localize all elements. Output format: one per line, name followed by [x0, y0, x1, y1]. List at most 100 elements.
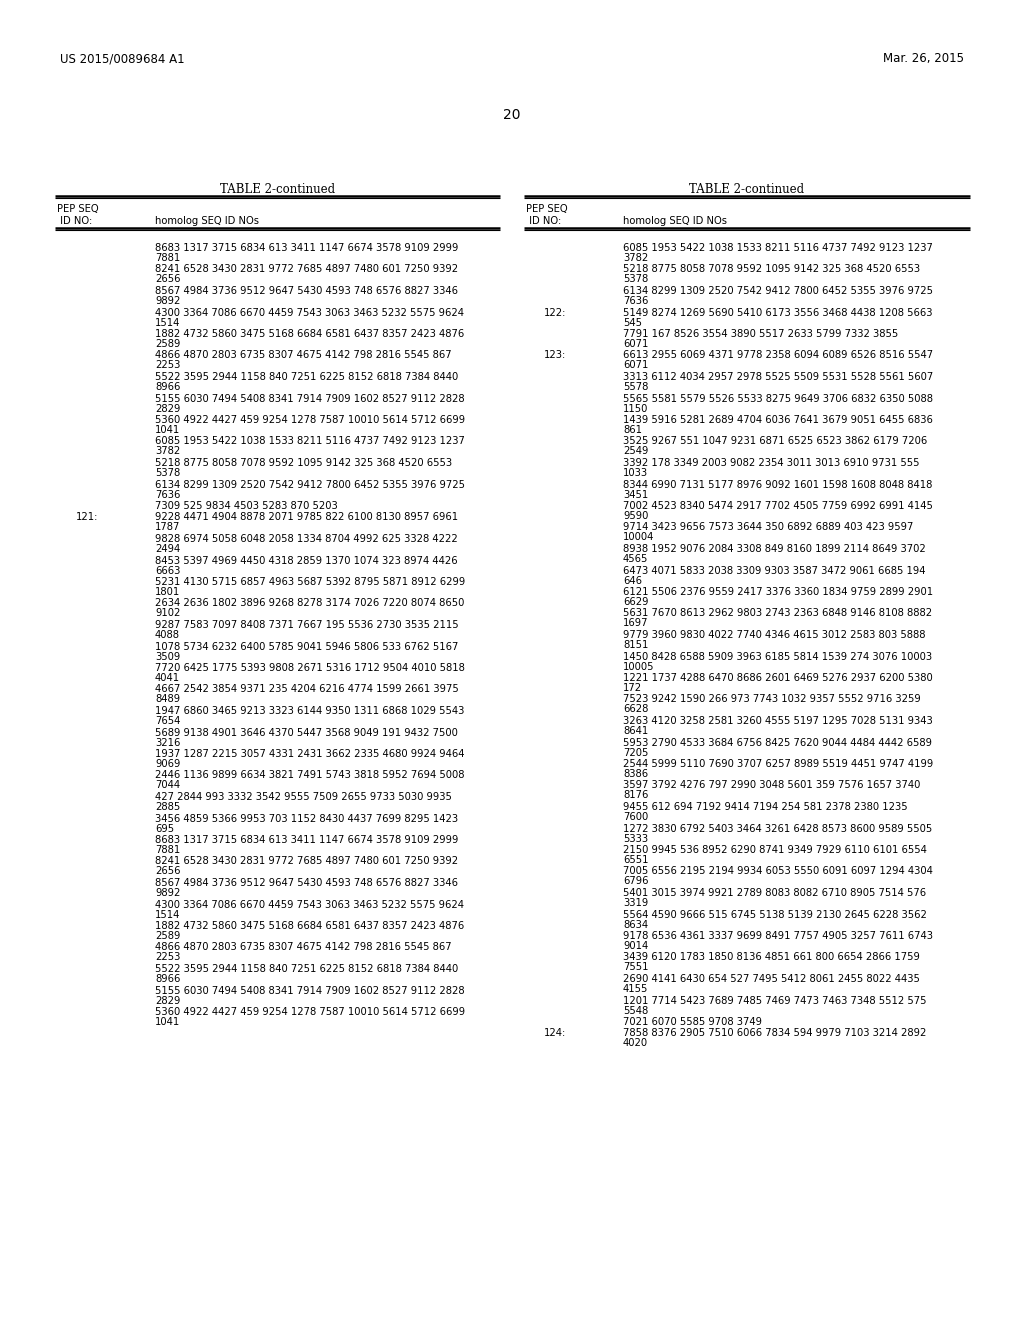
Text: 5401 3015 3974 9921 2789 8083 8082 6710 8905 7514 576: 5401 3015 3974 9921 2789 8083 8082 6710 …	[623, 888, 926, 898]
Text: 5953 2790 4533 3684 6756 8425 7620 9044 4484 4442 6589: 5953 2790 4533 3684 6756 8425 7620 9044 …	[623, 738, 932, 747]
Text: 4866 4870 2803 6735 8307 4675 4142 798 2816 5545 867: 4866 4870 2803 6735 8307 4675 4142 798 2…	[155, 942, 452, 953]
Text: 1078 5734 6232 6400 5785 9041 5946 5806 533 6762 5167: 1078 5734 6232 6400 5785 9041 5946 5806 …	[155, 642, 459, 652]
Text: 8176: 8176	[623, 791, 648, 800]
Text: 3597 3792 4276 797 2990 3048 5601 359 7576 1657 3740: 3597 3792 4276 797 2990 3048 5601 359 75…	[623, 780, 921, 791]
Text: 1697: 1697	[623, 619, 648, 628]
Text: 3525 9267 551 1047 9231 6871 6525 6523 3862 6179 7206: 3525 9267 551 1047 9231 6871 6525 6523 3…	[623, 437, 928, 446]
Text: 6628: 6628	[623, 705, 648, 714]
Text: TABLE 2-continued: TABLE 2-continued	[689, 183, 805, 195]
Text: 7636: 7636	[623, 296, 648, 306]
Text: homolog SEQ ID NOs: homolog SEQ ID NOs	[623, 216, 727, 226]
Text: 4866 4870 2803 6735 8307 4675 4142 798 2816 5545 867: 4866 4870 2803 6735 8307 4675 4142 798 2…	[155, 351, 452, 360]
Text: 6071: 6071	[623, 339, 648, 348]
Text: 1272 3830 6792 5403 3464 3261 6428 8573 8600 9589 5505: 1272 3830 6792 5403 3464 3261 6428 8573 …	[623, 824, 932, 833]
Text: 2829: 2829	[155, 404, 180, 413]
Text: 10005: 10005	[623, 661, 654, 672]
Text: 122:: 122:	[544, 308, 566, 318]
Text: 3216: 3216	[155, 738, 180, 747]
Text: 1150: 1150	[623, 404, 648, 413]
Text: 8567 4984 3736 9512 9647 5430 4593 748 6576 8827 3346: 8567 4984 3736 9512 9647 5430 4593 748 6…	[155, 286, 458, 296]
Text: TABLE 2-continued: TABLE 2-continued	[220, 183, 335, 195]
Text: 7002 4523 8340 5474 2917 7702 4505 7759 6992 6991 4145: 7002 4523 8340 5474 2917 7702 4505 7759 …	[623, 502, 933, 511]
Text: 1882 4732 5860 3475 5168 6684 6581 6437 8357 2423 4876: 1882 4732 5860 3475 5168 6684 6581 6437 …	[155, 921, 464, 931]
Text: 9714 3423 9656 7573 3644 350 6892 6889 403 423 9597: 9714 3423 9656 7573 3644 350 6892 6889 4…	[623, 523, 913, 532]
Text: Mar. 26, 2015: Mar. 26, 2015	[883, 51, 964, 65]
Text: 2494: 2494	[155, 544, 180, 554]
Text: 861: 861	[623, 425, 642, 436]
Text: 9069: 9069	[155, 759, 180, 770]
Text: 7720 6425 1775 5393 9808 2671 5316 1712 9504 4010 5818: 7720 6425 1775 5393 9808 2671 5316 1712 …	[155, 663, 465, 673]
Text: 9779 3960 9830 4022 7740 4346 4615 3012 2583 803 5888: 9779 3960 9830 4022 7740 4346 4615 3012 …	[623, 630, 926, 640]
Text: 2656: 2656	[155, 866, 180, 876]
Text: 6134 8299 1309 2520 7542 9412 7800 6452 5355 3976 9725: 6134 8299 1309 2520 7542 9412 7800 6452 …	[623, 286, 933, 296]
Text: 6473 4071 5833 2038 3309 9303 3587 3472 9061 6685 194: 6473 4071 5833 2038 3309 9303 3587 3472 …	[623, 565, 926, 576]
Text: 5155 6030 7494 5408 8341 7914 7909 1602 8527 9112 2828: 5155 6030 7494 5408 8341 7914 7909 1602 …	[155, 986, 465, 995]
Text: 8344 6990 7131 5177 8976 9092 1601 1598 1608 8048 8418: 8344 6990 7131 5177 8976 9092 1601 1598 …	[623, 479, 933, 490]
Text: 7600: 7600	[623, 812, 648, 822]
Text: homolog SEQ ID NOs: homolog SEQ ID NOs	[155, 216, 259, 226]
Text: 9828 6974 5058 6048 2058 1334 8704 4992 625 3328 4222: 9828 6974 5058 6048 2058 1334 8704 4992 …	[155, 535, 458, 544]
Text: 20: 20	[503, 108, 521, 121]
Text: 1801: 1801	[155, 587, 180, 597]
Text: 1937 1287 2215 3057 4331 2431 3662 2335 4680 9924 9464: 1937 1287 2215 3057 4331 2431 3662 2335 …	[155, 748, 465, 759]
Text: 7881: 7881	[155, 845, 180, 855]
Text: 1041: 1041	[155, 1016, 180, 1027]
Text: 8966: 8966	[155, 381, 180, 392]
Text: 695: 695	[155, 824, 174, 833]
Text: 2253: 2253	[155, 953, 180, 962]
Text: 5155 6030 7494 5408 8341 7914 7909 1602 8527 9112 2828: 5155 6030 7494 5408 8341 7914 7909 1602 …	[155, 393, 465, 404]
Text: 8938 1952 9076 2084 3308 849 8160 1899 2114 8649 3702: 8938 1952 9076 2084 3308 849 8160 1899 2…	[623, 544, 926, 554]
Text: 4565: 4565	[623, 554, 648, 564]
Text: 124:: 124:	[544, 1028, 566, 1039]
Text: 1201 7714 5423 7689 7485 7469 7473 7463 7348 5512 575: 1201 7714 5423 7689 7485 7469 7473 7463 …	[623, 995, 927, 1006]
Text: 5360 4922 4427 459 9254 1278 7587 10010 5614 5712 6699: 5360 4922 4427 459 9254 1278 7587 10010 …	[155, 1007, 465, 1016]
Text: 7636: 7636	[155, 490, 180, 499]
Text: 1221 1737 4288 6470 8686 2601 6469 5276 2937 6200 5380: 1221 1737 4288 6470 8686 2601 6469 5276 …	[623, 673, 933, 682]
Text: 6663: 6663	[155, 565, 180, 576]
Text: 5149 8274 1269 5690 5410 6173 3556 3468 4438 1208 5663: 5149 8274 1269 5690 5410 6173 3556 3468 …	[623, 308, 933, 318]
Text: 2150 9945 536 8952 6290 8741 9349 7929 6110 6101 6554: 2150 9945 536 8952 6290 8741 9349 7929 6…	[623, 845, 927, 855]
Text: 5689 9138 4901 3646 4370 5447 3568 9049 191 9432 7500: 5689 9138 4901 3646 4370 5447 3568 9049 …	[155, 727, 458, 738]
Text: 6134 8299 1309 2520 7542 9412 7800 6452 5355 3976 9725: 6134 8299 1309 2520 7542 9412 7800 6452 …	[155, 479, 465, 490]
Text: ID NO:: ID NO:	[57, 216, 92, 226]
Text: 8453 5397 4969 4450 4318 2859 1370 1074 323 8974 4426: 8453 5397 4969 4450 4318 2859 1370 1074 …	[155, 556, 458, 565]
Text: 6796: 6796	[623, 876, 648, 887]
Text: 8683 1317 3715 6834 613 3411 1147 6674 3578 9109 2999: 8683 1317 3715 6834 613 3411 1147 6674 3…	[155, 243, 459, 253]
Text: 8386: 8386	[623, 770, 648, 779]
Text: 2589: 2589	[155, 931, 180, 941]
Text: 1514: 1514	[155, 318, 180, 327]
Text: 2634 2636 1802 3896 9268 8278 3174 7026 7220 8074 8650: 2634 2636 1802 3896 9268 8278 3174 7026 …	[155, 598, 464, 609]
Text: 7791 167 8526 3554 3890 5517 2633 5799 7332 3855: 7791 167 8526 3554 3890 5517 2633 5799 7…	[623, 329, 898, 339]
Text: 8241 6528 3430 2831 9772 7685 4897 7480 601 7250 9392: 8241 6528 3430 2831 9772 7685 4897 7480 …	[155, 264, 458, 275]
Text: PEP SEQ: PEP SEQ	[526, 205, 567, 214]
Text: PEP SEQ: PEP SEQ	[57, 205, 98, 214]
Text: 5231 4130 5715 6857 4963 5687 5392 8795 5871 8912 6299: 5231 4130 5715 6857 4963 5687 5392 8795 …	[155, 577, 465, 587]
Text: 5578: 5578	[623, 381, 648, 392]
Text: US 2015/0089684 A1: US 2015/0089684 A1	[60, 51, 184, 65]
Text: ID NO:: ID NO:	[526, 216, 561, 226]
Text: 8683 1317 3715 6834 613 3411 1147 6674 3578 9109 2999: 8683 1317 3715 6834 613 3411 1147 6674 3…	[155, 836, 459, 845]
Text: 2544 5999 5110 7690 3707 6257 8989 5519 4451 9747 4199: 2544 5999 5110 7690 3707 6257 8989 5519 …	[623, 759, 933, 770]
Text: 9014: 9014	[623, 941, 648, 950]
Text: 8567 4984 3736 9512 9647 5430 4593 748 6576 8827 3346: 8567 4984 3736 9512 9647 5430 4593 748 6…	[155, 878, 458, 888]
Text: 6121 5506 2376 9559 2417 3376 3360 1834 9759 2899 2901: 6121 5506 2376 9559 2417 3376 3360 1834 …	[623, 587, 933, 597]
Text: 9228 4471 4904 8878 2071 9785 822 6100 8130 8957 6961: 9228 4471 4904 8878 2071 9785 822 6100 8…	[155, 512, 458, 523]
Text: 9590: 9590	[623, 511, 648, 521]
Text: 2446 1136 9899 6634 3821 7491 5743 3818 5952 7694 5008: 2446 1136 9899 6634 3821 7491 5743 3818 …	[155, 771, 465, 780]
Text: 3782: 3782	[623, 253, 648, 263]
Text: 3263 4120 3258 2581 3260 4555 5197 1295 7028 5131 9343: 3263 4120 3258 2581 3260 4555 5197 1295 …	[623, 715, 933, 726]
Text: 9892: 9892	[155, 296, 180, 306]
Text: 6613 2955 6069 4371 9778 2358 6094 6089 6526 8516 5547: 6613 2955 6069 4371 9778 2358 6094 6089 …	[623, 351, 933, 360]
Text: 545: 545	[623, 318, 642, 327]
Text: 1041: 1041	[155, 425, 180, 436]
Text: 646: 646	[623, 576, 642, 586]
Text: 3509: 3509	[155, 652, 180, 661]
Text: 5564 4590 9666 515 6745 5138 5139 2130 2645 6228 3562: 5564 4590 9666 515 6745 5138 5139 2130 2…	[623, 909, 927, 920]
Text: 5631 7670 8613 2962 9803 2743 2363 6848 9146 8108 8882: 5631 7670 8613 2962 9803 2743 2363 6848 …	[623, 609, 932, 619]
Text: 2549: 2549	[623, 446, 648, 457]
Text: 1882 4732 5860 3475 5168 6684 6581 6437 8357 2423 4876: 1882 4732 5860 3475 5168 6684 6581 6437 …	[155, 329, 464, 339]
Text: 6551: 6551	[623, 855, 648, 865]
Text: 5218 8775 8058 7078 9592 1095 9142 325 368 4520 6553: 5218 8775 8058 7078 9592 1095 9142 325 3…	[623, 264, 921, 275]
Text: 2829: 2829	[155, 995, 180, 1006]
Text: 5565 5581 5579 5526 5533 8275 9649 3706 6832 6350 5088: 5565 5581 5579 5526 5533 8275 9649 3706 …	[623, 393, 933, 404]
